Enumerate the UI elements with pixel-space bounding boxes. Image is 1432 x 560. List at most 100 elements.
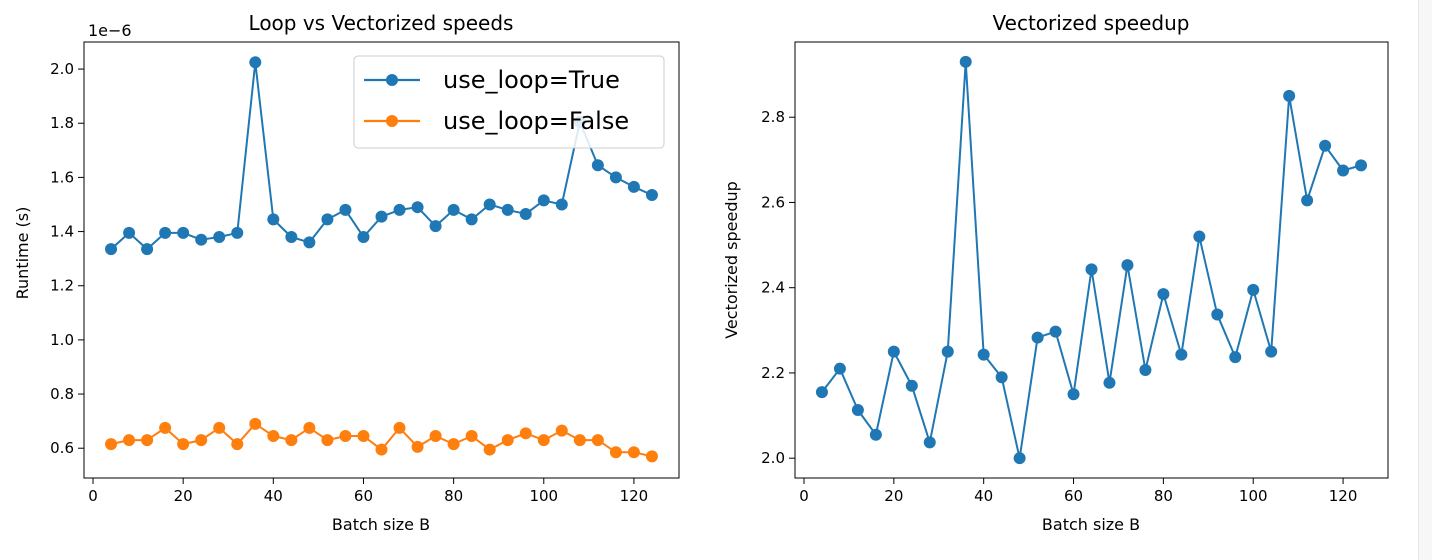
- data-point: [1355, 159, 1368, 172]
- speedup-series-layer: [815, 55, 1368, 465]
- data-point: [411, 440, 424, 453]
- legend-label-false: use_loop=False: [443, 107, 629, 135]
- data-point: [555, 424, 568, 437]
- data-point: [573, 434, 586, 447]
- x-tick-label: 120: [620, 487, 649, 505]
- data-point: [249, 417, 262, 430]
- speedup-chart-title: Vectorized speedup: [993, 11, 1190, 35]
- data-point: [1247, 283, 1260, 296]
- y-tick-label: 1.2: [50, 277, 74, 295]
- data-point: [375, 443, 388, 456]
- data-point: [1301, 194, 1314, 207]
- x-tick-label: 120: [1329, 487, 1358, 505]
- data-point: [1085, 263, 1098, 276]
- data-point: [627, 180, 640, 193]
- data-point: [1175, 348, 1188, 361]
- data-point: [1157, 288, 1170, 301]
- data-point: [465, 213, 478, 226]
- data-point: [339, 203, 352, 216]
- legend-entry-use-loop-false: use_loop=False: [364, 107, 629, 135]
- runtime-ticks: 0 20 40 60 80 100 120 0.6 0.8 1.0 1.2 1.4 1.6 1.8 2.0: [50, 60, 648, 505]
- data-point: [123, 434, 136, 447]
- runtime-x-axis-label: Batch size B: [332, 515, 430, 534]
- data-point: [887, 345, 900, 358]
- x-tick-label: 40: [974, 487, 993, 505]
- data-point: [555, 198, 568, 211]
- speedup-chart: Vectorized speedup Batch size B Vectoriz…: [722, 11, 1389, 534]
- data-point: [393, 203, 406, 216]
- data-point: [267, 430, 280, 443]
- y-tick-label: 1.6: [50, 168, 74, 186]
- data-point: [1121, 259, 1134, 272]
- data-point: [1337, 164, 1350, 177]
- data-point: [905, 379, 918, 392]
- data-point: [339, 430, 352, 443]
- data-point: [141, 243, 154, 256]
- data-point: [447, 438, 460, 451]
- data-point: [501, 434, 514, 447]
- data-point: [321, 434, 334, 447]
- data-point: [1319, 139, 1332, 152]
- y-tick-label: 1.4: [50, 223, 74, 241]
- speedup-ticks: 0 20 40 60 80 100 120 2.0 2.2 2.4 2.6 2.8: [761, 108, 1357, 505]
- y-tick-label: 2.0: [761, 449, 785, 467]
- y-tick-label: 0.8: [50, 385, 74, 403]
- data-point: [833, 362, 846, 375]
- data-point: [1067, 388, 1080, 401]
- data-point: [1031, 331, 1044, 344]
- x-tick-label: 100: [1239, 487, 1268, 505]
- data-point: [483, 443, 496, 456]
- data-point: [177, 226, 190, 239]
- data-point: [977, 348, 990, 361]
- data-point: [195, 233, 208, 246]
- runtime-y-axis-label: Runtime (s): [13, 207, 32, 300]
- data-point: [1193, 230, 1206, 243]
- data-point: [941, 345, 954, 358]
- data-point: [267, 213, 280, 226]
- x-tick-label: 0: [799, 487, 809, 505]
- data-point: [375, 210, 388, 223]
- data-point: [465, 430, 478, 443]
- y-tick-label: 1.8: [50, 114, 74, 132]
- data-point: [285, 434, 298, 447]
- data-point: [411, 201, 424, 214]
- data-point: [213, 421, 226, 434]
- x-tick-label: 40: [264, 487, 283, 505]
- runtime-axes-frame: [83, 41, 680, 479]
- data-point: [537, 434, 550, 447]
- x-tick-label: 60: [1064, 487, 1083, 505]
- data-point: [1103, 376, 1116, 389]
- legend-label-true: use_loop=True: [443, 66, 620, 94]
- data-point: [105, 243, 118, 256]
- data-point: [321, 213, 334, 226]
- data-point: [1139, 363, 1152, 376]
- data-point: [429, 430, 442, 443]
- data-point: [501, 203, 514, 216]
- data-point: [105, 438, 118, 451]
- data-point: [1229, 351, 1242, 364]
- data-point: [177, 438, 190, 451]
- speedup-axes-frame: [794, 41, 1389, 479]
- data-point: [609, 171, 622, 184]
- data-point: [1211, 308, 1224, 321]
- data-point: [645, 189, 658, 202]
- x-tick-label: 100: [529, 487, 558, 505]
- y-tick-label: 2.2: [761, 364, 785, 382]
- data-point: [591, 434, 604, 447]
- speedup-y-axis-label: Vectorized speedup: [722, 181, 741, 339]
- data-point: [285, 230, 298, 243]
- data-point: [303, 236, 316, 249]
- data-point: [609, 446, 622, 459]
- x-tick-label: 80: [444, 487, 463, 505]
- x-tick-label: 20: [174, 487, 193, 505]
- y-tick-label: 2.4: [761, 279, 785, 297]
- data-point: [393, 421, 406, 434]
- runtime-series-layer: [105, 56, 658, 463]
- data-point: [429, 220, 442, 233]
- data-point: [123, 226, 136, 239]
- runtime-chart: Loop vs Vectorized speeds 1e−6 Batch siz…: [13, 11, 680, 534]
- y-tick-label: 2.0: [50, 60, 74, 78]
- y-offset-text: 1e−6: [88, 21, 132, 40]
